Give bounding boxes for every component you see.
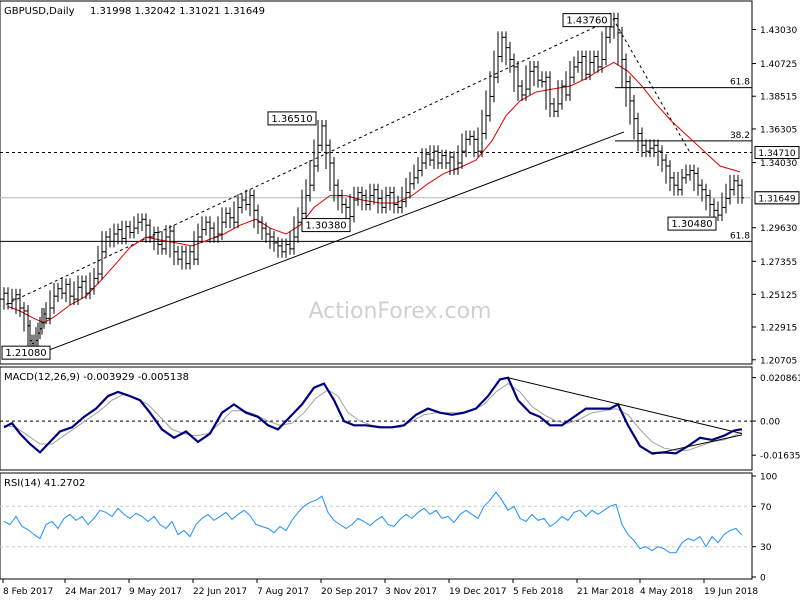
fibonacci-label: 61.8	[730, 231, 750, 241]
macd-panel-frame	[0, 366, 753, 471]
macd-y-tick-label: -0.016357	[760, 452, 800, 462]
rsi-y-tick-label: 0	[760, 574, 766, 584]
ohlc-label: 1.31998 1.32042 1.31021 1.31649	[90, 6, 265, 17]
price-y-tick-label: 1.34030	[760, 159, 797, 169]
price-label-box	[267, 111, 317, 126]
price-y-tick-label: 1.38515	[760, 93, 797, 103]
x-tick-label: 3 Nov 2017	[385, 587, 437, 597]
x-tick-label: 5 Feb 2018	[513, 587, 564, 597]
x-tick-label: 7 Aug 2017	[257, 587, 309, 597]
price-y-tick-label: 1.27355	[760, 258, 797, 268]
current-price-label: 1.31649	[758, 194, 795, 204]
price-label-box	[301, 218, 351, 233]
price-trendline	[612, 18, 691, 153]
price-label-box	[1, 345, 51, 360]
x-tick-label: 8 Feb 2017	[3, 587, 53, 597]
price-trendline	[37, 131, 625, 355]
macd-layer	[0, 376, 752, 455]
rsi-panel-frame	[0, 472, 753, 580]
macd-y-tick-label: 0.020861	[760, 374, 800, 384]
price-trendline	[5, 18, 614, 305]
macd-trendline	[651, 434, 743, 455]
price-label-text: 1.21080	[5, 348, 46, 359]
x-tick-label: 22 Jun 2017	[193, 587, 247, 597]
x-tick-label: 9 May 2017	[129, 587, 182, 597]
price-label-text: 1.36510	[271, 114, 312, 125]
macd-trendline	[507, 377, 743, 435]
price-y-tick-label: 1.36305	[760, 125, 797, 135]
current-price-box	[754, 191, 800, 205]
level-price-label: 1.34710	[758, 149, 795, 159]
price-panel-frame	[0, 0, 753, 365]
rsi-line	[3, 491, 743, 554]
price-label-box	[667, 216, 717, 231]
x-tick-label: 19 Jun 2018	[704, 587, 758, 597]
price-y-tick-label: 1.25125	[760, 291, 797, 301]
price-label-text: 1.30480	[671, 219, 712, 230]
price-y-tick-label: 1.43030	[760, 26, 797, 36]
x-tick-label: 21 Mar 2018	[577, 587, 634, 597]
macd-label: MACD(12,26,9) -0.003929 -0.005138	[4, 372, 189, 383]
price-y-tick-label: 1.20705	[760, 356, 797, 366]
price-y-tick-label: 1.29630	[760, 224, 797, 234]
price-y-tick-label: 1.22915	[760, 324, 797, 334]
watermark: ActionForex.com	[309, 299, 492, 324]
price-y-tick-label: 1.40725	[760, 60, 797, 70]
x-tick-label: 24 Mar 2017	[65, 587, 122, 597]
rsi-label: RSI(14) 41.2702	[4, 478, 85, 489]
price-label-text: 1.30380	[305, 221, 346, 232]
rsi-y-tick-label: 30	[760, 543, 772, 553]
rsi-layer	[0, 491, 752, 554]
rsi-y-tick-label: 70	[760, 503, 772, 513]
axis-layer: 1.43030 1.40725 1.38515 1.36305 1.34030 1.316…	[2, 26, 800, 597]
x-tick-label: 4 May 2018	[640, 587, 693, 597]
rsi-y-tick-label: 100	[760, 473, 777, 483]
fibonacci-label: 61.8	[730, 78, 750, 88]
x-tick-label: 19 Dec 2017	[449, 587, 507, 597]
fibonacci-label: 38.2	[730, 131, 750, 141]
symbol-label: GBPUSD,Daily	[4, 6, 75, 17]
price-label-box	[562, 13, 612, 28]
x-tick-label: 20 Sep 2017	[321, 587, 378, 597]
price-label-text: 1.43760	[566, 16, 607, 27]
macd-y-tick-label: 0.00	[760, 418, 780, 428]
level-price-box	[754, 146, 800, 160]
